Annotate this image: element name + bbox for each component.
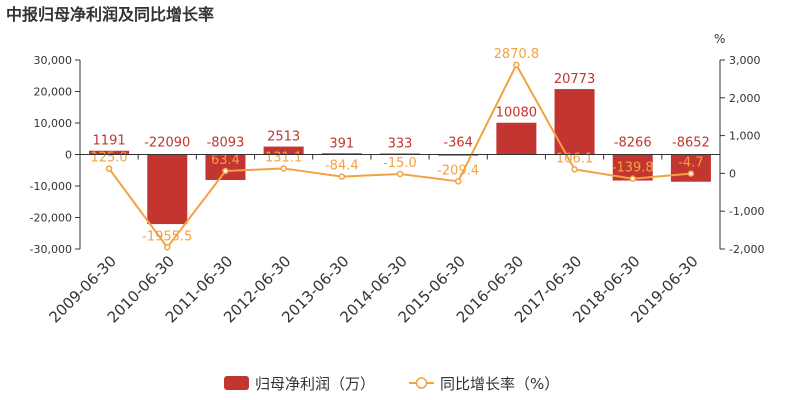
left-tick-label: -20,000: [30, 212, 72, 225]
bar[interactable]: [496, 122, 537, 155]
bar-value-label: -8652: [672, 136, 710, 151]
legend-line-label[interactable]: 同比增长率（%）: [440, 375, 559, 393]
bar-value-label: 2513: [267, 130, 300, 145]
bar-series: 1191 -22090 -8093 2513 391 333 -364 10080 20773 -…: [89, 72, 711, 225]
right-tick-label: 0: [729, 167, 736, 180]
line-value-label: -139.8: [612, 161, 654, 176]
legend-bar-swatch[interactable]: [224, 376, 249, 390]
line-value-label: -1955.5: [142, 229, 192, 244]
left-tick-label: -10,000: [30, 180, 72, 193]
bar[interactable]: [263, 146, 304, 155]
legend-line-marker[interactable]: [415, 377, 428, 389]
right-y-axis: 3,000 2,000 1,000 0 -1,000 -2,000: [719, 54, 764, 256]
line-point[interactable]: [629, 175, 636, 182]
line-point[interactable]: [687, 170, 695, 177]
left-tick-label: -30,000: [30, 243, 72, 256]
line-value-label: 125.0: [90, 151, 127, 166]
bar[interactable]: [205, 154, 246, 180]
bar[interactable]: [670, 154, 711, 182]
line-value-label: 131.1: [265, 150, 302, 165]
line-point[interactable]: [396, 170, 404, 178]
bar[interactable]: [438, 154, 479, 156]
chart-title: 中报归母净利润及同比增长率: [6, 5, 214, 24]
bar[interactable]: [321, 153, 362, 155]
line-value-label: -84.4: [325, 159, 359, 174]
right-tick-label: -1,000: [729, 205, 764, 218]
bar-value-label: -364: [443, 136, 473, 151]
bar[interactable]: [380, 153, 420, 155]
line-point[interactable]: [338, 173, 346, 180]
bar-value-label: -22090: [144, 136, 190, 151]
right-tick-label: -2,000: [729, 243, 764, 256]
line-value-label: -15.0: [383, 156, 417, 171]
legend: 归母净利润（万） 同比增长率（%）: [224, 375, 559, 393]
right-axis-unit: %: [714, 32, 725, 46]
bar[interactable]: [147, 154, 188, 225]
left-tick-label: 0: [65, 149, 72, 162]
legend-bar-label[interactable]: 归母净利润（万）: [255, 375, 375, 393]
right-tick-label: 1,000: [729, 130, 761, 143]
bar-value-label: 20773: [554, 72, 595, 87]
left-tick-label: 20,000: [34, 86, 73, 99]
bar-value-label: 10080: [496, 106, 537, 121]
line-point[interactable]: [164, 244, 171, 251]
bar-value-label: 391: [329, 136, 354, 151]
left-tick-label: 30,000: [34, 54, 73, 67]
left-tick-label: 10,000: [34, 117, 73, 130]
line-point[interactable]: [571, 166, 578, 173]
left-y-axis: 30,000 20,000 10,000 0 -10,000 -20,000 -30,000: [30, 54, 81, 256]
line-value-label: -4.7: [678, 156, 703, 171]
bar[interactable]: [89, 150, 130, 155]
bar-value-label: -8093: [207, 136, 245, 151]
bar-value-label: -8266: [614, 136, 652, 151]
line-point[interactable]: [280, 165, 287, 172]
line-point[interactable]: [454, 178, 462, 185]
line-point[interactable]: [222, 167, 229, 175]
line-point[interactable]: [105, 165, 113, 172]
right-tick-label: 2,000: [729, 92, 761, 105]
bar-value-label: 1191: [93, 134, 126, 149]
line-value-label: 106.1: [556, 151, 593, 166]
line-value-label: -209.4: [437, 163, 479, 178]
line-value-label: 63.4: [211, 153, 240, 168]
line-point[interactable]: [513, 61, 520, 69]
bar-value-label: 333: [388, 136, 413, 151]
right-tick-label: 3,000: [729, 54, 761, 67]
line-value-label: 2870.8: [494, 47, 540, 62]
